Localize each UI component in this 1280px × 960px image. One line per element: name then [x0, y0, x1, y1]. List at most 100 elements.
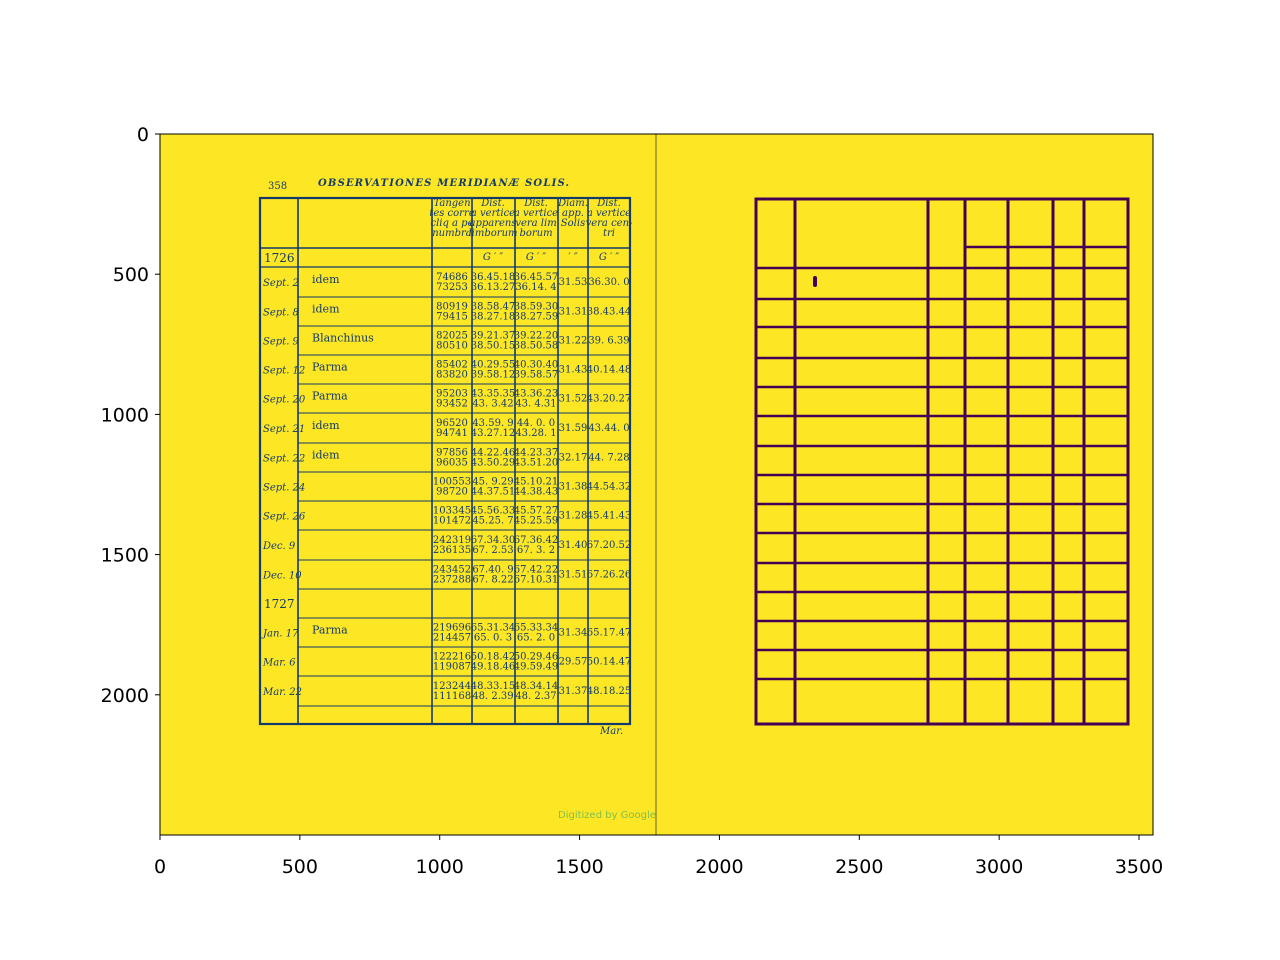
column-header-line: vera cen- — [586, 218, 633, 229]
row-value: 67. 3. 2 — [517, 545, 555, 556]
row-value: 38.50.15 — [471, 341, 516, 352]
row-value: 98720 — [436, 487, 468, 498]
y-tick-label: 1500 — [101, 545, 149, 567]
row-diameter: 32.17 — [559, 453, 588, 464]
row-diameter: 31.53 — [559, 277, 588, 288]
row-value: 50.29.46 — [514, 652, 559, 663]
row-value: 44.37.51 — [471, 487, 516, 498]
row-diameter: 31.43 — [559, 365, 588, 376]
row-value: 38.27.59 — [514, 312, 559, 323]
unit-label: ′ ″ — [568, 252, 577, 263]
column-header-line: limborum — [468, 228, 517, 239]
year-label: 1726 — [264, 251, 295, 265]
row-value: 214457 — [433, 633, 471, 644]
row-center-distance: 48.18.25 — [587, 686, 632, 697]
x-tick-label: 1000 — [416, 856, 464, 878]
row-value: 39.22.20 — [514, 331, 559, 342]
column-header-line: vera lim — [515, 218, 556, 229]
row-value: 45.25.59 — [514, 516, 559, 527]
row-value: 38.50.58 — [514, 341, 559, 352]
row-date: Sept. 8 — [263, 308, 299, 319]
row-diameter: 31.34 — [559, 628, 588, 639]
row-center-distance: 39. 6.39 — [588, 336, 629, 347]
row-value: 36.14. 4 — [515, 282, 556, 293]
row-value: 45.25. 7 — [472, 516, 513, 527]
unit-label: G ′ ″ — [483, 252, 504, 263]
row-value: 43.59. 9 — [472, 418, 513, 429]
row-value: 243452 — [433, 565, 471, 576]
row-value: 67.34.30 — [471, 535, 516, 546]
row-value: 67.42.22 — [514, 565, 559, 576]
row-center-distance: 50.14.47 — [587, 657, 632, 668]
row-center-distance: 38.43.44 — [587, 307, 632, 318]
row-value: 94741 — [436, 428, 468, 439]
row-value: 39.21.37 — [471, 331, 516, 342]
row-diameter: 31.22 — [559, 336, 588, 347]
row-value: 45.57.27 — [514, 506, 559, 517]
row-value: 80919 — [436, 302, 468, 313]
unit-label: G ′ ″ — [526, 252, 547, 263]
row-center-distance: 44. 7.28 — [588, 453, 629, 464]
row-value: 44.38.43 — [514, 487, 559, 498]
column-header-line: a vertice — [471, 208, 515, 219]
row-value: 236135 — [433, 545, 471, 556]
column-header-line: cliq a pe — [430, 218, 473, 229]
row-value: 36.13.27 — [471, 282, 516, 293]
y-tick-label: 0 — [137, 124, 149, 146]
row-value: 43.50.29 — [471, 458, 516, 469]
x-tick-label: 500 — [282, 856, 318, 878]
row-value: 82025 — [436, 331, 468, 342]
row-value: 67.40. 9 — [472, 565, 513, 576]
row-value: 40.30.40 — [514, 360, 559, 371]
row-date: Sept. 22 — [263, 454, 305, 465]
row-observer: idem — [312, 303, 340, 316]
row-value: 44.22.46 — [471, 448, 516, 459]
row-center-distance: 36.30. 0 — [588, 277, 629, 288]
row-value: 48.34.14 — [514, 681, 559, 692]
row-date: Sept. 24 — [263, 483, 305, 494]
row-value: 39.58.57 — [514, 370, 559, 381]
row-value: 67. 2.53 — [472, 545, 513, 556]
row-observer: Parma — [312, 390, 348, 403]
row-value: 39.58.12 — [471, 370, 516, 381]
column-header-line: Diam. — [557, 198, 588, 209]
row-value: 96520 — [436, 418, 468, 429]
row-value: 85402 — [436, 360, 468, 371]
unit-label: G ′ ″ — [599, 252, 620, 263]
row-value: 43.35.35 — [471, 389, 516, 400]
row-value: 43. 3.42 — [472, 399, 513, 410]
plot-area — [160, 134, 1153, 835]
x-tick-label: 2000 — [695, 856, 743, 878]
row-value: 79415 — [436, 312, 468, 323]
row-date: Sept. 12 — [263, 366, 305, 377]
row-center-distance: 43.20.27 — [587, 394, 632, 405]
row-value: 43.51.20 — [514, 458, 559, 469]
row-observer: Parma — [312, 361, 348, 374]
row-center-distance: 67.26.26 — [587, 570, 632, 581]
column-header-line: a vertice — [514, 208, 558, 219]
row-value: 96035 — [436, 458, 468, 469]
row-value: 44.23.37 — [514, 448, 559, 459]
row-value: 67.10.31 — [514, 575, 559, 586]
row-date: Sept. 20 — [263, 395, 306, 406]
row-date: Dec. 10 — [262, 571, 302, 582]
column-header-line: Dist. — [480, 198, 505, 209]
row-diameter: 29.57 — [559, 657, 588, 668]
mask-speck — [813, 276, 817, 287]
row-observer: idem — [312, 449, 340, 462]
row-value: 38.59.30 — [514, 302, 559, 313]
row-diameter: 31.51 — [559, 570, 588, 581]
row-value: 43.27.12 — [471, 428, 516, 439]
row-center-distance: 45.41.43 — [587, 511, 632, 522]
row-value: 48. 2.37 — [515, 691, 556, 702]
year-label: 1727 — [264, 597, 295, 611]
row-diameter: 31.28 — [559, 511, 588, 522]
row-value: 101472 — [433, 516, 471, 527]
table-line-mask — [754, 197, 1130, 726]
row-date: Sept. 9 — [263, 337, 300, 348]
row-value: 38.58.47 — [471, 302, 516, 313]
row-value: 93452 — [436, 399, 468, 410]
row-value: 36.45.18 — [471, 272, 516, 283]
